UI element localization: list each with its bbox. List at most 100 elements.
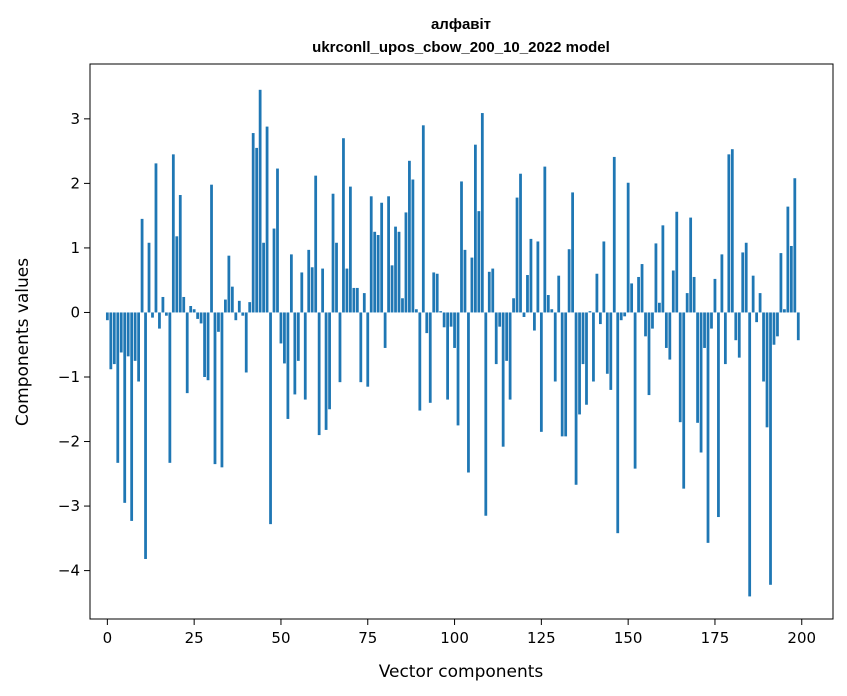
bar-112 [494, 312, 498, 365]
bar-162 [668, 312, 672, 360]
chart-title-line1: алфавіт [431, 16, 491, 33]
bar-38 [237, 300, 241, 313]
bar-13 [151, 312, 154, 318]
bar-114 [501, 312, 505, 447]
bar-140 [592, 312, 595, 382]
bar-139 [588, 311, 592, 313]
bar-109 [484, 312, 488, 516]
bar-143 [602, 241, 606, 313]
bar-59 [310, 267, 314, 313]
bar-28 [203, 312, 206, 377]
bar-153 [637, 276, 640, 313]
y-tick-label: −3 [58, 497, 80, 515]
bar-83 [394, 226, 397, 313]
bar-53 [289, 254, 293, 313]
bar-198 [793, 178, 797, 313]
x-axis-ticks: 0 25 50 75 100 125 150 175 200 [103, 619, 816, 647]
x-tick-label: 150 [614, 629, 643, 647]
bar-183 [741, 252, 745, 313]
bar-137 [581, 312, 585, 365]
bar-188 [758, 293, 762, 313]
bar-61 [317, 312, 321, 436]
bar-4 [119, 312, 123, 353]
bar-5 [123, 312, 127, 503]
bar-107 [477, 211, 481, 313]
bar-158 [654, 243, 658, 313]
bar-89 [414, 309, 418, 313]
bar-126 [543, 166, 547, 313]
bar-154 [640, 264, 644, 313]
y-tick-label: −4 [58, 562, 80, 580]
bar-197 [789, 245, 793, 313]
bar-14 [154, 163, 158, 313]
bar-190 [765, 312, 769, 428]
bar-24 [189, 306, 193, 313]
bar-55 [296, 312, 300, 361]
y-axis-label: Components values [13, 258, 33, 426]
bar-111 [491, 268, 495, 313]
bar-71 [352, 287, 356, 313]
bar-146 [612, 156, 616, 313]
bar-37 [234, 312, 238, 321]
bar-187 [755, 312, 759, 323]
bar-103 [463, 249, 467, 313]
bar-172 [703, 312, 706, 348]
bar-58 [307, 249, 311, 313]
bar-116 [508, 312, 512, 400]
bar-102 [460, 181, 463, 313]
bar-0 [105, 312, 109, 321]
bar-122 [529, 238, 533, 313]
bar-54 [293, 312, 297, 395]
plot-frame [89, 63, 834, 620]
bar-115 [505, 312, 509, 361]
bar-104 [467, 312, 470, 473]
bar-33 [220, 312, 224, 468]
bar-189 [762, 312, 765, 382]
bar-96 [439, 311, 443, 313]
bar-32 [217, 312, 220, 332]
bar-155 [644, 312, 647, 337]
bar-56 [300, 272, 304, 313]
bar-50 [279, 312, 283, 344]
bar-48 [272, 228, 276, 313]
bar-79 [380, 202, 384, 313]
bar-123 [533, 312, 536, 331]
bar-3 [116, 312, 120, 463]
bar-101 [456, 312, 460, 426]
bar-29 [206, 312, 210, 381]
bar-149 [623, 312, 627, 317]
bar-10 [140, 218, 144, 313]
bar-181 [734, 312, 738, 341]
bar-157 [651, 312, 654, 329]
bar-120 [522, 312, 526, 317]
bar-18 [168, 312, 172, 463]
bar-43 [255, 147, 259, 313]
bar-117 [512, 298, 515, 313]
bar-36 [230, 286, 234, 313]
bar-12 [147, 242, 151, 313]
bar-81 [387, 196, 390, 313]
bar-45 [262, 242, 265, 313]
bar-91 [421, 125, 425, 313]
bar-64 [328, 312, 331, 410]
bar-195 [783, 309, 786, 313]
bar-73 [359, 312, 363, 383]
bar-113 [498, 312, 502, 327]
bar-177 [720, 254, 724, 313]
bar-136 [578, 312, 581, 415]
bar-70 [349, 186, 352, 313]
y-tick-label: 1 [70, 239, 80, 257]
bar-41 [248, 302, 252, 313]
bar-86 [404, 212, 408, 313]
bar-99 [449, 312, 453, 327]
bar-144 [605, 312, 609, 374]
bar-42 [251, 133, 255, 313]
bar-20 [175, 236, 179, 313]
bar-121 [526, 275, 529, 313]
bar-67 [338, 312, 342, 383]
bar-11 [144, 312, 147, 559]
bar-173 [706, 312, 710, 543]
x-tick-label: 175 [701, 629, 730, 647]
y-tick-label: 0 [70, 303, 80, 321]
bar-135 [574, 312, 578, 485]
